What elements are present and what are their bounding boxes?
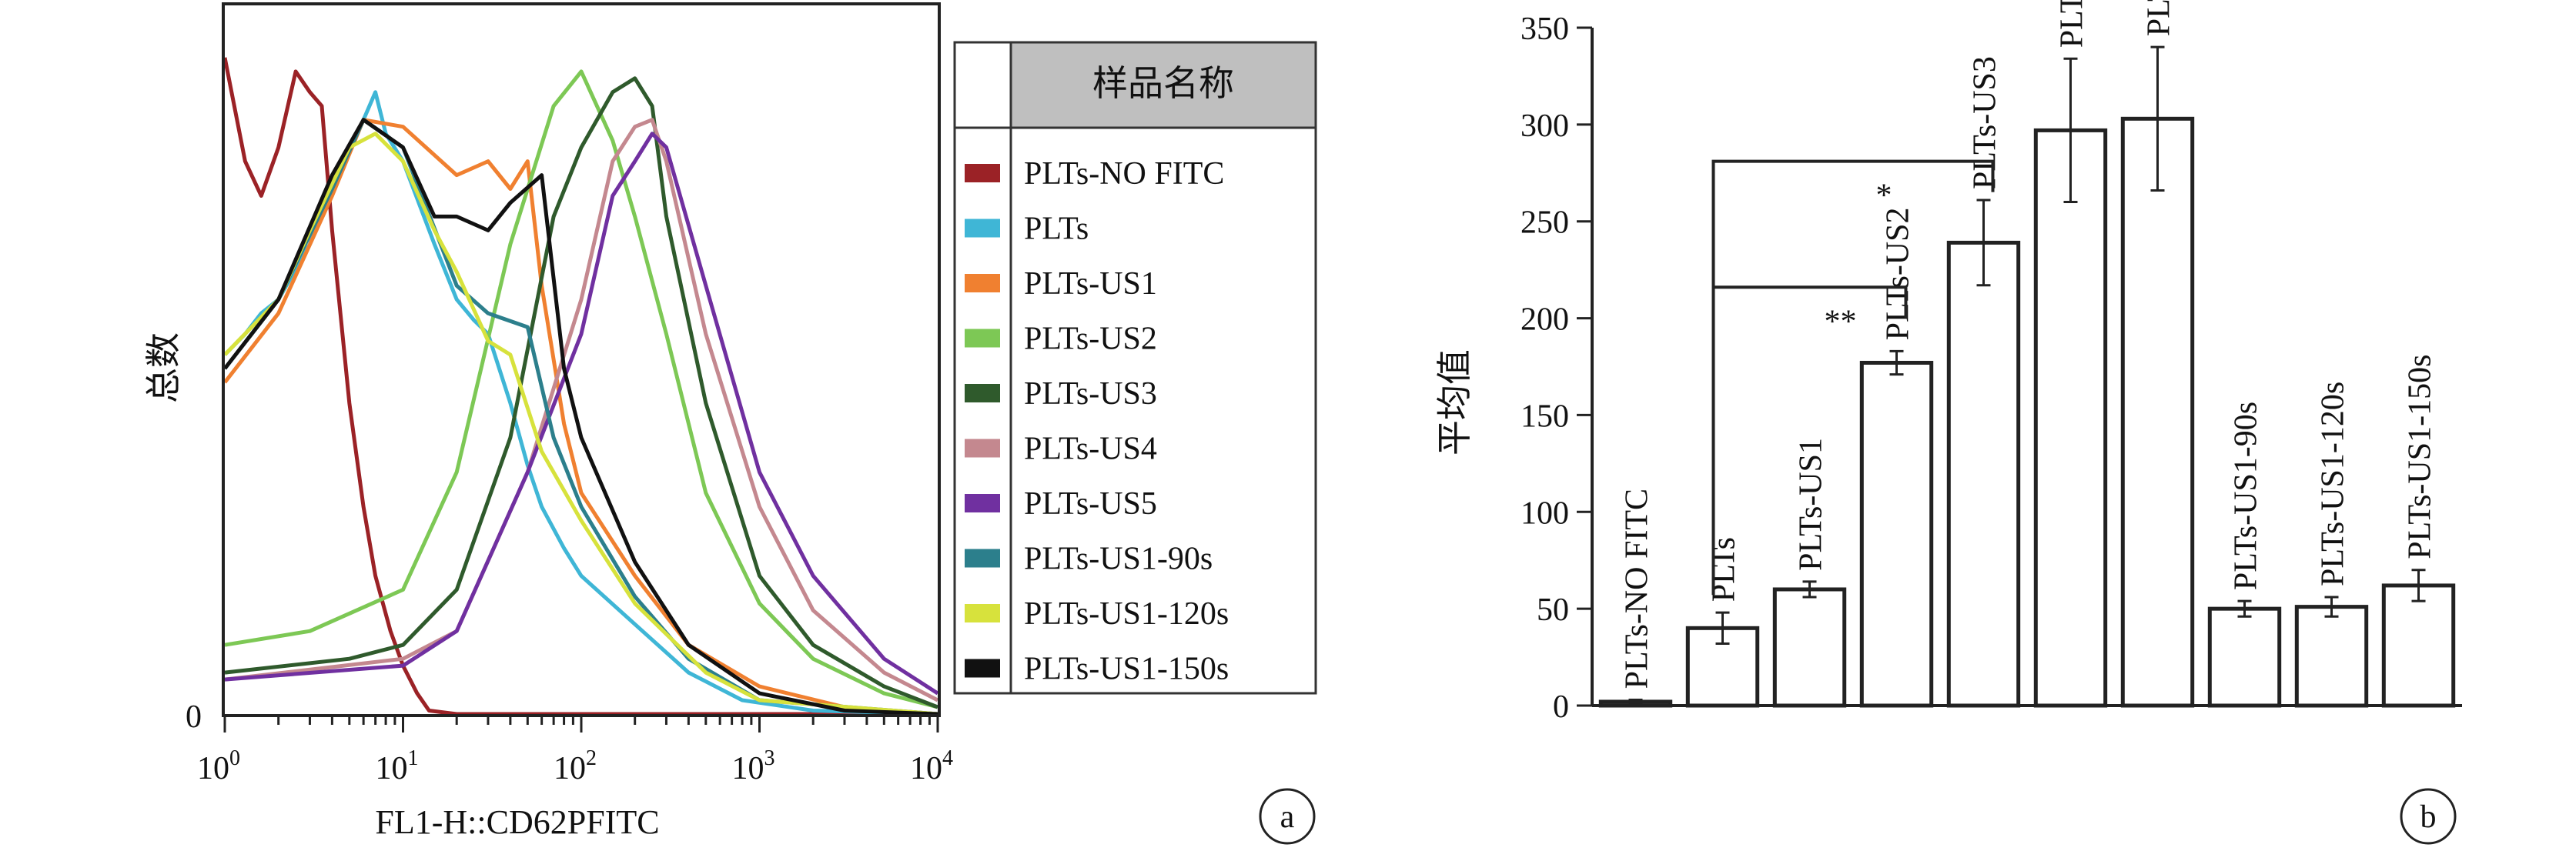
legend-swatch-plts [965, 219, 1000, 238]
bar-plts-us4 [2033, 128, 2108, 708]
bar-plts-us3 [1946, 240, 2021, 708]
bar-plts-us2 [1859, 360, 1934, 708]
bar-y-tick-label: 100 [1521, 496, 1569, 531]
bar-category-label-plts-us1-120s: PLTs-US1-120s [2316, 382, 2351, 586]
legend-label-plts-us4: PLTs-US4 [1024, 432, 1157, 467]
legend-swatch-plts-us4 [965, 439, 1000, 458]
bar-y-tick-label: 350 [1521, 12, 1569, 47]
histogram-x-tick-label: 102 [554, 746, 597, 786]
bar-y-tick-label: 200 [1521, 302, 1569, 338]
panel-b-badge-letter: b [2420, 799, 2437, 835]
bar-category-label-plts-us1: PLTs-US1 [1794, 438, 1829, 571]
bar-plts-us1-90s [2207, 606, 2282, 708]
bar-category-label-plts-us1-150s: PLTs-US1-150s [2403, 355, 2438, 559]
bar-category-label-plts-no-fitc: PLTs-NO FITC [1620, 489, 1655, 689]
legend-label-plts-us1: PLTs-US1 [1024, 266, 1157, 302]
histogram-line-plts-us1-120s [223, 132, 938, 716]
legend-label-plts-us1-150s: PLTs-US1-150s [1024, 652, 1229, 687]
panel-a-badge: a [1259, 788, 1316, 845]
bar-category-label-plts: PLTs [1707, 537, 1742, 602]
histogram-x-tick-label: 103 [732, 746, 775, 786]
histogram-line-plts-us5 [224, 132, 939, 696]
legend-swatch-plts-us2 [965, 329, 1000, 348]
bar-plts-us1 [1772, 587, 1847, 708]
bar-plts-us5 [2120, 116, 2195, 708]
bar-category-label-plts-us4: PLTs-US4 [2055, 0, 2090, 48]
bar-category-label-plts-us1-90s: PLTs-US1-90s [2229, 402, 2264, 590]
histogram-x-axis-label: FL1-H::CD62PFITC [375, 803, 659, 841]
histogram-y-tick-zero: 0 [186, 699, 202, 735]
bar-y-ticks: 0 50 100 150 200 250 300 350 [1521, 12, 1592, 725]
bar-y-tick-label: 150 [1521, 399, 1569, 434]
panel-a-badge-letter: a [1280, 799, 1295, 835]
bar-y-tick-label: 0 [1553, 689, 1569, 725]
bar-plts-us1-150s [2381, 583, 2456, 708]
panel-b-badge: b [2400, 788, 2457, 845]
significance-bracket-plts-plts-us2 [1711, 285, 1908, 596]
histogram-line-plts-us2 [224, 69, 938, 709]
legend-swatch-plts-us3 [965, 384, 1000, 402]
histogram-line-plts-us1-150s [223, 118, 938, 716]
legend-label-plts: PLTs [1024, 212, 1089, 247]
legend-label-plts-us1-90s: PLTs-US1-90s [1024, 542, 1213, 577]
error-bars [1628, 45, 2426, 705]
legend-swatch-plts-us1 [965, 274, 1000, 292]
histogram-series [222, 57, 939, 716]
legend-header: 样品名称 [1092, 62, 1234, 104]
legend-table-frame [953, 41, 1317, 695]
bar-category-label-plts-us5: PLTs-US5 [2142, 0, 2177, 36]
histogram-line-plts-us3 [224, 76, 938, 709]
legend-header-cell [1009, 41, 1317, 129]
legend-label-plts-us5: PLTs-US5 [1024, 486, 1157, 522]
significance-label: * [1876, 179, 1892, 214]
bar-category-labels: PLTs-NO FITC PLTs PLTs-US1 PLTs-US2 PLTs-US3… [1620, 0, 2438, 689]
legend-swatch-plts-us1-120s [965, 604, 1000, 622]
significance-brackets: *** [1711, 159, 1995, 596]
legend-swatch-plts-us1-150s [965, 659, 1000, 678]
legend-label-plts-us2: PLTs-US2 [1024, 322, 1157, 357]
bar-y-tick-label: 50 [1537, 592, 1569, 628]
bar-category-label-plts-us2: PLTs-US2 [1881, 207, 1916, 340]
panel-a-badge-circle [1259, 788, 1316, 845]
histogram-x-tick-label: 101 [376, 746, 419, 786]
bar-category-label-plts-us3: PLTs-US3 [1968, 56, 2003, 189]
bar-y-tick-label: 300 [1521, 108, 1569, 144]
bar-plts-us1-120s [2294, 605, 2369, 708]
histogram-plot-frame [222, 2, 941, 717]
histogram-x-tick-labels: 100 101 102 103 104 [197, 746, 953, 786]
histogram-x-tick-label: 100 [197, 746, 240, 786]
histogram-line-plts-no-fitc [222, 57, 938, 716]
legend-label-plts-us3: PLTs-US3 [1024, 376, 1157, 412]
significance-label: ** [1825, 304, 1857, 339]
bars [1598, 116, 2456, 708]
legend-swatch-plts-no-fitc [965, 164, 1000, 182]
panel-b-badge-circle [2400, 788, 2457, 845]
legend-label-plts-us1-120s: PLTs-US1-120s [1024, 596, 1229, 632]
histogram-y-axis-label: 总数 [142, 332, 184, 403]
histogram-x-tick-label: 104 [910, 746, 953, 786]
legend-label-plts-no-fitc: PLTs-NO FITC [1024, 156, 1224, 192]
legend-swatch-plts-us1-90s [965, 549, 1000, 568]
legend-swatch-plts-us5 [965, 494, 1000, 512]
histogram-legend: 样品名称 PLTs-NO FITCPLTsPLTs-US1PLTs-US2PLT… [953, 41, 1317, 695]
legend-rows: PLTs-NO FITC PLTs PLTs-US1 PLTs-US2 PLTs-US3… [965, 156, 1229, 687]
bar-y-tick-label: 250 [1521, 205, 1569, 241]
histogram-panel: 总数 0 100 101 102 103 104 FL1-H::CD62PFITC 样品… [142, 2, 1317, 845]
histogram-x-ticks [223, 716, 939, 733]
bar-y-axis-label: 平均值 [1434, 349, 1475, 456]
